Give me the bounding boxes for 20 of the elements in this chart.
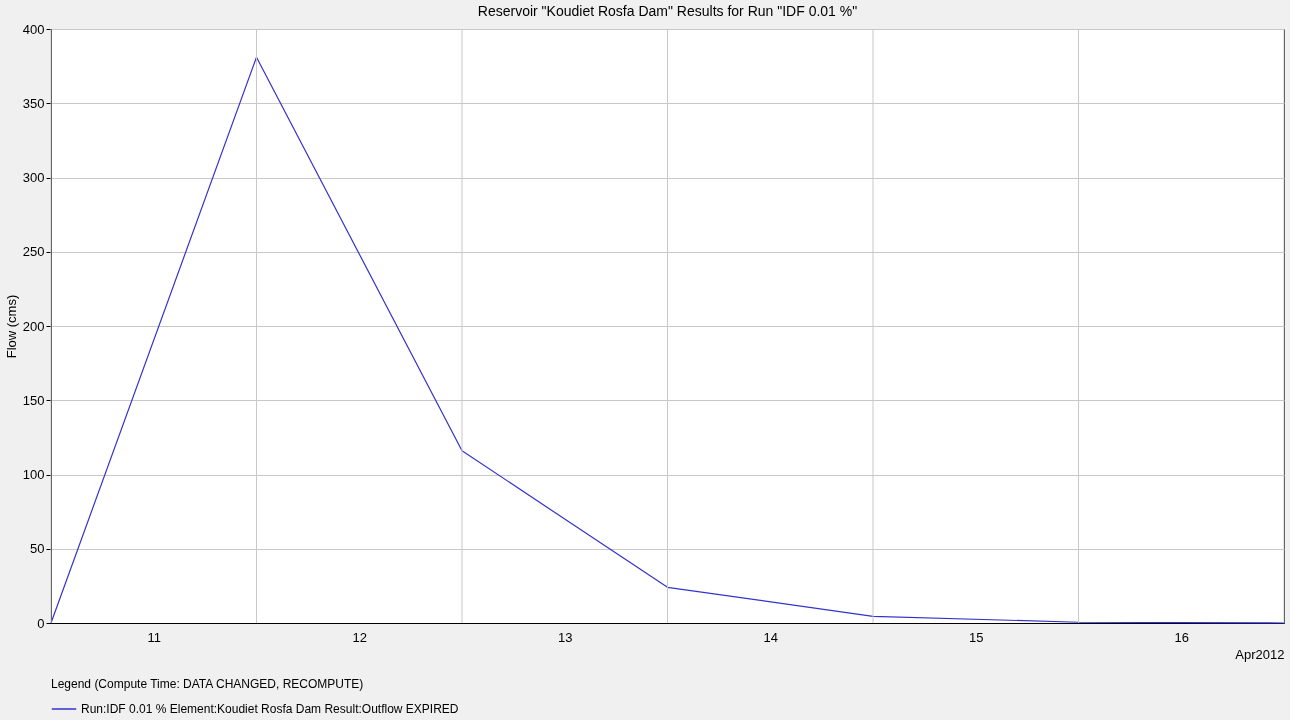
x-tick-label: 11 [147,629,161,645]
y-tick-label: 300 [22,170,45,185]
x-tick-label: 12 [352,629,367,645]
x-axis-title: Apr2012 [1235,646,1285,662]
x-tick-label: 13 [558,629,573,645]
y-tick-label: 100 [22,467,45,482]
x-tick-label: 15 [969,629,984,645]
y-tick-label: 200 [22,318,45,334]
y-tick-label: 250 [22,244,45,260]
y-tick-label: 350 [22,95,45,111]
y-tick-label: 150 [22,392,45,408]
legend-label: Run:IDF 0.01 % Element:Koudiet Rosfa Dam Result:Outflow EXPIRED [81,702,459,716]
legend-title: Legend (Compute Time: DATA CHANGED, RECOMPUTE) [51,677,364,691]
x-tick-label: 16 [1174,629,1189,645]
y-tick-label: 400 [22,21,45,37]
y-tick-label: 50 [30,541,45,557]
y-axis-title: Flow (cms) [3,294,19,359]
chart-title: Reservoir "Koudiet Rosfa Dam" Results for Run "IDF 0.01 %" [477,3,858,19]
y-tick-label: 0 [37,615,45,631]
x-tick-label: 14 [763,629,778,645]
